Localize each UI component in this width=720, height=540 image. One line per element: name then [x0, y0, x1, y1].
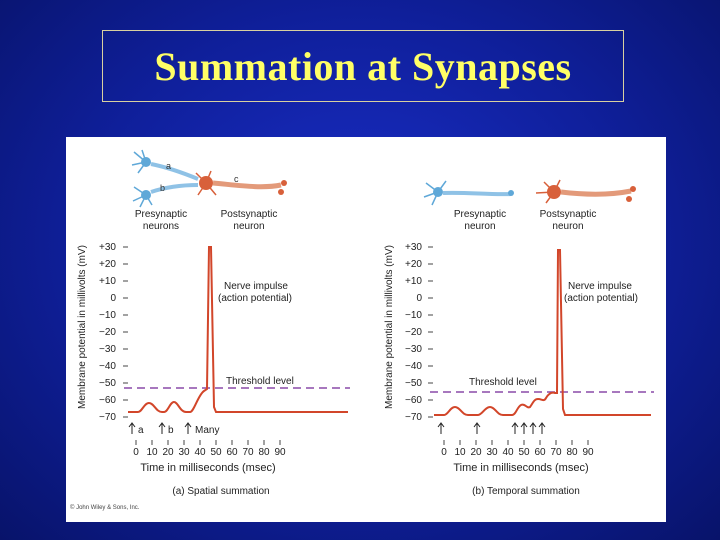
left-ytick: +30 [99, 242, 116, 253]
presynaptic-neuron-b [132, 183, 199, 208]
left-xtick: 50 [210, 447, 222, 458]
right-ytick: 0 [416, 293, 422, 304]
left-nerve-impulse-line1: Nerve impulse [224, 281, 288, 292]
label-neuron-b: b [160, 183, 165, 193]
postsynaptic-label-line2: neuron [552, 221, 583, 232]
left-membrane-trace [128, 246, 348, 413]
right-ytick: −60 [405, 395, 422, 406]
right-y-tickmarks [428, 246, 433, 418]
right-ytick: −70 [405, 412, 422, 423]
left-ytick: −20 [99, 327, 116, 338]
right-ytick: −30 [405, 344, 422, 355]
right-x-tickmarks [443, 440, 589, 445]
right-x-ticks: 0 10 20 30 40 50 60 70 80 90 [441, 447, 594, 458]
right-xtick: 10 [454, 447, 466, 458]
right-xtick: 70 [550, 447, 562, 458]
right-y-ticks: +30 +20 +10 0 −10 −20 −30 −40 −50 −60 −7… [405, 242, 422, 423]
slide-title: Summation at Synapses [154, 43, 572, 89]
right-panel: Presynaptic neuron Postsynaptic neuron M… [384, 179, 654, 497]
left-ytick: −10 [99, 310, 116, 321]
left-ytick: −50 [99, 378, 116, 389]
left-y-ticks: +30 +20 +10 0 −10 −20 −30 −40 −50 −60 −7… [99, 242, 116, 423]
synapse-figure: a b c Presynaptic neurons Postsynaptic n… [66, 137, 666, 522]
right-ytick: −20 [405, 327, 422, 338]
right-xtick: 90 [582, 447, 594, 458]
right-membrane-trace [434, 249, 651, 416]
left-xtick: 20 [162, 447, 174, 458]
left-ytick: −70 [99, 412, 116, 423]
right-caption: (b) Temporal summation [472, 486, 580, 497]
left-xtick: 0 [133, 447, 139, 458]
presynaptic-label-line2: neurons [143, 221, 179, 232]
left-xtick: 60 [226, 447, 238, 458]
presynaptic-label-line2: neuron [464, 221, 495, 232]
figure-svg: a b c Presynaptic neurons Postsynaptic n… [70, 149, 654, 511]
right-y-axis-label: Membrane potential in millivolts (mV) [384, 245, 395, 409]
right-ytick: +20 [405, 259, 422, 270]
postsynaptic-label-line1: Postsynaptic [540, 209, 597, 220]
left-x-ticks: 0 10 20 30 40 50 60 70 80 90 [133, 447, 286, 458]
right-x-axis-label: Time in milliseconds (msec) [453, 462, 588, 474]
left-ytick: −60 [99, 395, 116, 406]
left-ytick: −40 [99, 361, 116, 372]
left-ytick: +10 [99, 276, 116, 287]
right-ytick: −50 [405, 378, 422, 389]
copyright-notice: © John Wiley & Sons, Inc. [70, 504, 140, 511]
right-ytick: −10 [405, 310, 422, 321]
right-xtick: 20 [470, 447, 482, 458]
left-xtick: 90 [274, 447, 286, 458]
stimulus-marker-many: Many [195, 425, 219, 436]
left-xtick: 80 [258, 447, 270, 458]
right-ytick: +10 [405, 276, 422, 287]
right-threshold-label: Threshold level [469, 377, 537, 388]
right-xtick: 30 [486, 447, 498, 458]
left-nerve-impulse-line2: (action potential) [218, 293, 292, 304]
right-ytick: +30 [405, 242, 422, 253]
left-y-tickmarks [123, 246, 128, 418]
left-threshold-label: Threshold level [226, 376, 294, 387]
left-caption: (a) Spatial summation [172, 486, 269, 497]
left-ytick: +20 [99, 259, 116, 270]
right-nerve-impulse-line2: (action potential) [564, 293, 638, 304]
right-xtick: 40 [502, 447, 514, 458]
label-neuron-a: a [166, 161, 171, 171]
postsynaptic-label-line1: Postsynaptic [221, 209, 278, 220]
right-xtick: 80 [566, 447, 578, 458]
left-panel: a b c Presynaptic neurons Postsynaptic n… [77, 149, 350, 497]
title-box: Summation at Synapses [102, 30, 624, 102]
postsynaptic-neuron [535, 179, 636, 204]
right-xtick: 60 [534, 447, 546, 458]
postsynaptic-neuron-c [195, 170, 287, 196]
left-ytick: −30 [99, 344, 116, 355]
right-nerve-impulse-line1: Nerve impulse [568, 281, 632, 292]
left-x-axis-label: Time in milliseconds (msec) [140, 462, 275, 474]
left-xtick: 10 [146, 447, 158, 458]
right-xtick: 0 [441, 447, 447, 458]
right-ytick: −40 [405, 361, 422, 372]
right-stimulus-arrows [437, 422, 546, 434]
presynaptic-neuron [423, 180, 514, 206]
right-xtick: 50 [518, 447, 530, 458]
presynaptic-label-line1: Presynaptic [135, 209, 187, 220]
left-stimulus-arrows [128, 422, 192, 434]
left-xtick: 30 [178, 447, 190, 458]
left-xtick: 40 [194, 447, 206, 458]
left-x-tickmarks [135, 440, 281, 445]
stimulus-marker-b: b [168, 425, 174, 436]
left-y-axis-label: Membrane potential in millivolts (mV) [77, 245, 88, 409]
stimulus-marker-a: a [138, 425, 144, 436]
presynaptic-neuron-a [131, 149, 199, 181]
label-neuron-c: c [234, 174, 239, 184]
presynaptic-label-line1: Presynaptic [454, 209, 506, 220]
right-neuron-diagram: Presynaptic neuron Postsynaptic neuron [423, 179, 636, 232]
left-xtick: 70 [242, 447, 254, 458]
left-ytick: 0 [110, 293, 116, 304]
postsynaptic-label-line2: neuron [233, 221, 264, 232]
left-neuron-diagram: a b c Presynaptic neurons Postsynaptic n… [131, 149, 287, 232]
